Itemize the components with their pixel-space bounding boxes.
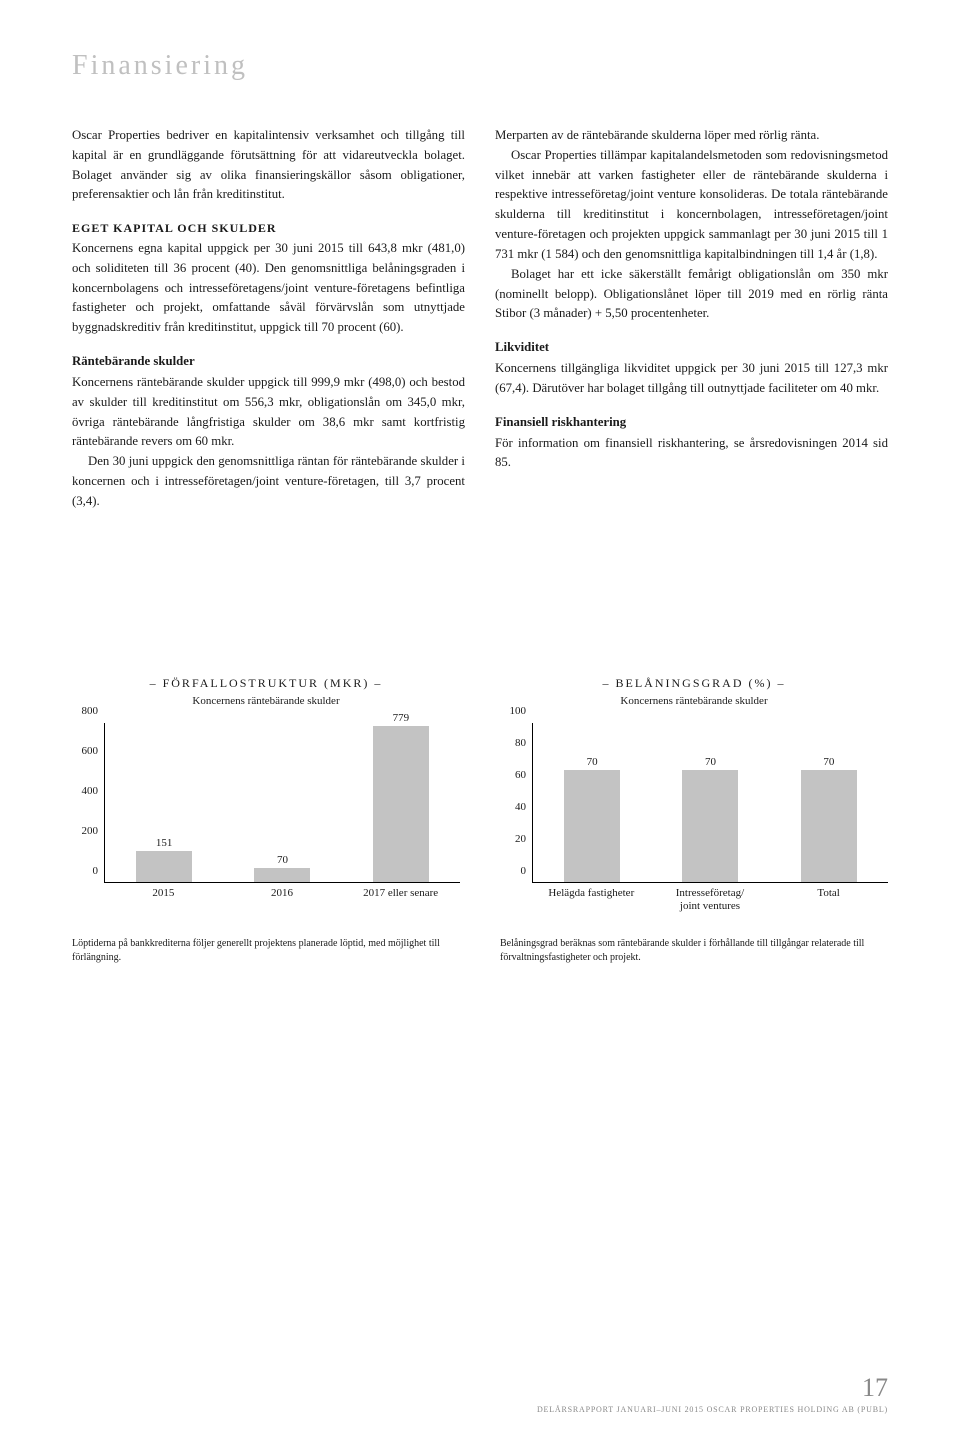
bar [373, 726, 429, 882]
chart2-area: 020406080100 707070 Helägda fastigheterI… [500, 723, 888, 903]
page-title: Finansiering [72, 50, 888, 82]
y-tick: 800 [82, 705, 99, 717]
bar-value-label: 70 [587, 756, 598, 768]
y-tick: 80 [515, 737, 526, 749]
chart1-x-labels: 2015 2016 2017 eller senare [104, 887, 460, 900]
x-tick-label: Helägda fastigheter [546, 887, 636, 913]
chart-forfallostruktur: – FÖRFALLOSTRUKTUR (MKR) – Koncernens rä… [72, 676, 460, 903]
bar [136, 851, 192, 881]
bar-value-label: 151 [156, 837, 173, 849]
heading-likviditet: Likviditet [495, 338, 888, 358]
y-tick: 0 [521, 865, 527, 877]
paragraph-kapitalandel: Oscar Properties tillämpar kapitalandels… [495, 146, 888, 265]
bar [254, 868, 310, 882]
bar-wrap: 70 [675, 756, 745, 882]
bar-value-label: 779 [393, 712, 410, 724]
body-columns: Oscar Properties bedriver en kapitalinte… [72, 126, 888, 526]
right-column: Merparten av de räntebärande skulderna l… [495, 126, 888, 526]
left-column: Oscar Properties bedriver en kapitalinte… [72, 126, 465, 526]
y-tick: 40 [515, 801, 526, 813]
bar-value-label: 70 [277, 854, 288, 866]
bar-wrap: 151 [129, 837, 199, 881]
footnotes: Löptiderna på bankkrediterna följer gene… [72, 937, 888, 965]
intro-paragraph: Oscar Properties bedriver en kapitalinte… [72, 126, 465, 205]
y-tick: 60 [515, 769, 526, 781]
y-tick: 600 [82, 745, 99, 757]
heading-rantebarande: Räntebärande skulder [72, 352, 465, 372]
chart2-subtitle: Koncernens räntebärande skulder [500, 695, 888, 707]
chart2-bars: 70 70 70 [533, 723, 888, 882]
bar-wrap: 70 [557, 756, 627, 882]
chart1-y-axis: 0200400600800 [72, 723, 104, 883]
heading-eget-kapital: EGET KAPITAL OCH SKULDER [72, 219, 465, 238]
bar-value-label: 70 [823, 756, 834, 768]
y-tick: 400 [82, 785, 99, 797]
paragraph-rantebarande-2: Den 30 juni uppgick den genomsnittliga r… [72, 452, 465, 511]
paragraph-rantebarande-1: Koncernens räntebärande skulder uppgick … [72, 373, 465, 452]
paragraph-merparten: Merparten av de räntebärande skulderna l… [495, 126, 888, 146]
bar-wrap: 779 [366, 712, 436, 882]
chart2-plot: 70 70 70 [532, 723, 888, 883]
paragraph-likviditet: Koncernens tillgängliga likviditet uppgi… [495, 359, 888, 399]
page-number: 17 [537, 1373, 888, 1403]
x-tick-label: Total [784, 887, 874, 913]
charts-row: – FÖRFALLOSTRUKTUR (MKR) – Koncernens rä… [72, 676, 888, 903]
y-tick: 200 [82, 825, 99, 837]
paragraph-eget-kapital: Koncernens egna kapital uppgick per 30 j… [72, 239, 465, 338]
chart1-title: – FÖRFALLOSTRUKTUR (MKR) – [72, 676, 460, 691]
chart2-y-axis: 020406080100 [500, 723, 532, 883]
chart1-plot: 15170779 [104, 723, 460, 883]
bar [564, 770, 620, 882]
chart1-area: 0200400600800 15170779 201520162017 elle… [72, 723, 460, 903]
chart2-title: – BELÅNINGSGRAD (%) – [500, 676, 888, 691]
bar-wrap: 70 [247, 854, 317, 882]
y-tick: 20 [515, 833, 526, 845]
y-tick: 0 [93, 865, 99, 877]
chart2-x-labels: Helägda fastigheter Intresseföretag/ join… [532, 887, 888, 913]
x-tick-label: Intresseföretag/ joint ventures [665, 887, 755, 913]
paragraph-riskhantering: För information om finansiell riskhanter… [495, 434, 888, 474]
x-tick-label: 2016 [237, 887, 327, 900]
chart1-subtitle: Koncernens räntebärande skulder [72, 695, 460, 707]
y-tick: 100 [510, 705, 527, 717]
heading-riskhantering: Finansiell riskhantering [495, 413, 888, 433]
chart1-bars: 15170779 [105, 723, 460, 882]
x-tick-label: 2015 [118, 887, 208, 900]
paragraph-obligation: Bolaget har ett icke säkerställt femårig… [495, 265, 888, 324]
footnote-right: Belåningsgrad beräknas som räntebärande … [500, 937, 888, 965]
footer-text: DELÅRSRAPPORT JANUARI–JUNI 2015 OSCAR PR… [537, 1405, 888, 1414]
x-tick-label: 2017 eller senare [356, 887, 446, 900]
bar [801, 770, 857, 882]
footnote-left: Löptiderna på bankkrediterna följer gene… [72, 937, 460, 965]
page-footer: 17 DELÅRSRAPPORT JANUARI–JUNI 2015 OSCAR… [537, 1373, 888, 1414]
bar-value-label: 70 [705, 756, 716, 768]
bar-wrap: 70 [794, 756, 864, 882]
chart-belaningsgrad: – BELÅNINGSGRAD (%) – Koncernens räntebä… [500, 676, 888, 903]
bar [682, 770, 738, 882]
